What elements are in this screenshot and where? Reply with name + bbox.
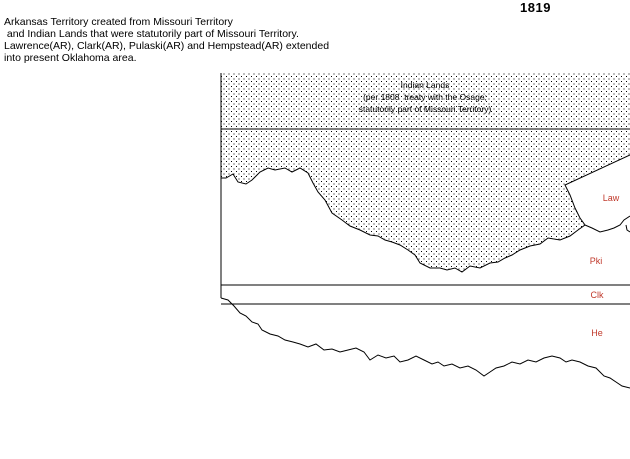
caption-line-1: Arkansas Territory created from Missouri…: [4, 16, 233, 28]
indian-lands-lower-region: [221, 129, 630, 272]
caption-line-2: and Indian Lands that were statutorily p…: [4, 28, 299, 40]
lawrence-boundary-line: [584, 215, 630, 233]
indian-lands-note-line-2: statutorily part of Missouri Territory): [359, 104, 492, 114]
indian-lands-title: Indian Lands: [401, 80, 450, 90]
lawrence-boundary-line-2: [625, 224, 630, 233]
indian-lands-region: [221, 73, 630, 129]
red-river-line: [220, 297, 630, 389]
map-caption: Arkansas Territory created from Missouri…: [4, 16, 344, 64]
indian-lands-note-line-1: (per 1808 treaty with the Osage;: [363, 92, 487, 102]
caption-line-4: into present Oklahoma area.: [4, 52, 137, 64]
county-label-pulaski: Pki: [590, 256, 603, 266]
county-label-lawrence: Law: [603, 193, 620, 203]
arkansas-river-line: [221, 154, 630, 273]
county-label-clark: Clk: [591, 290, 604, 300]
caption-line-3: Lawrence(AR), Clark(AR), Pulaski(AR) and…: [4, 40, 330, 52]
county-label-hempstead: He: [591, 328, 603, 338]
year-label: 1819: [520, 0, 551, 15]
